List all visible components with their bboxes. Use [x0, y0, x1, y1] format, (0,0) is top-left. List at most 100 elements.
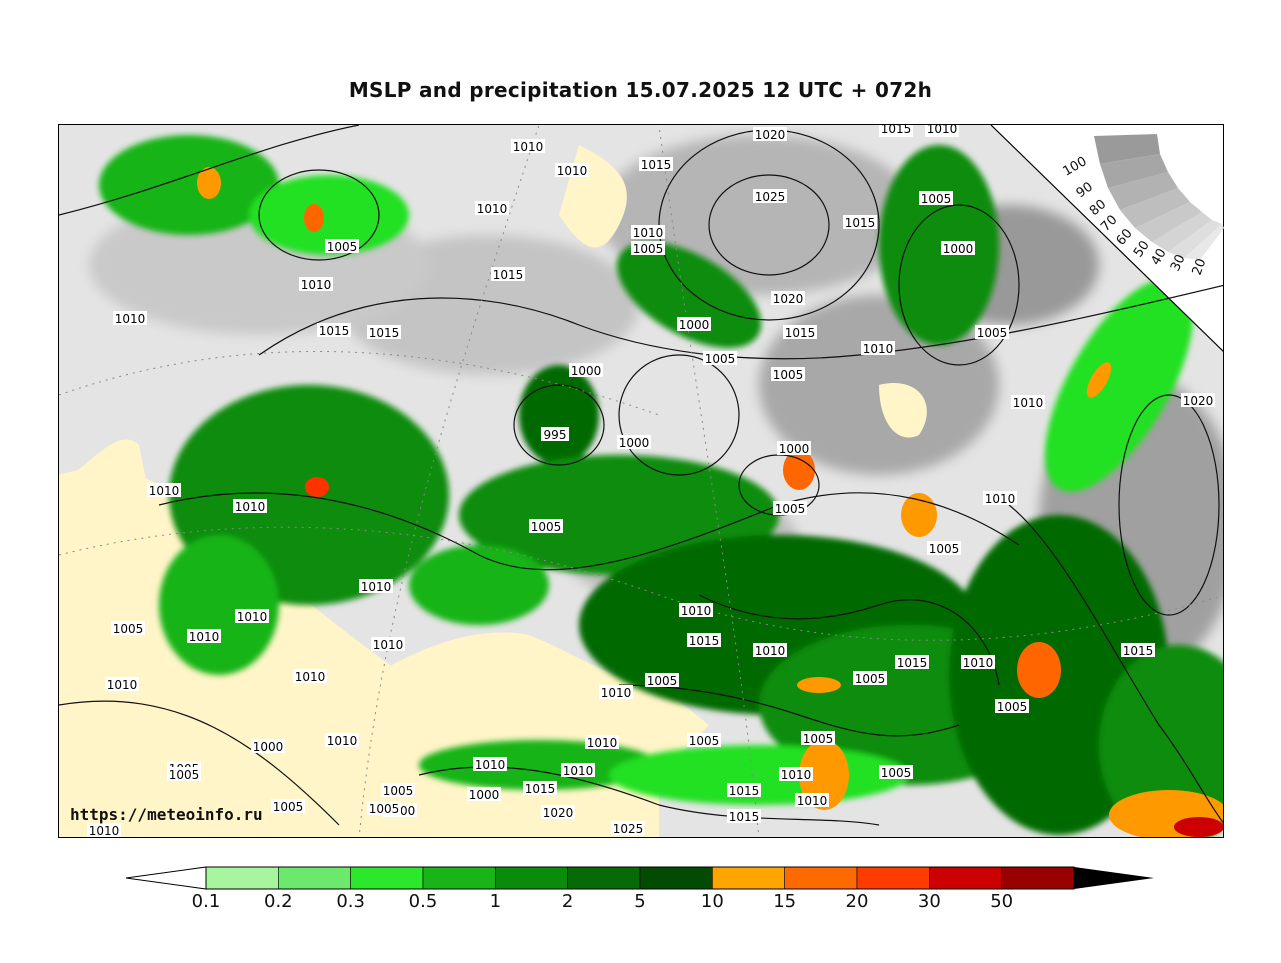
- svg-text:1005: 1005: [327, 240, 358, 254]
- colorbar-cell: [1001, 866, 1075, 890]
- svg-text:1005: 1005: [803, 732, 834, 746]
- humidity-scale: 100 90 80 70 60 50 40 30 20: [1061, 134, 1224, 277]
- isobar-label: 1010: [511, 139, 545, 154]
- isobar-label: 1010: [475, 201, 509, 216]
- svg-text:1015: 1015: [319, 324, 350, 338]
- isobar-label: 1005: [995, 699, 1029, 714]
- isobar-label: 1015: [843, 215, 877, 230]
- isobar-label: 1015: [317, 323, 351, 338]
- humidity-label: 30: [1168, 252, 1189, 273]
- svg-text:1015: 1015: [369, 326, 400, 340]
- isobar-label: 1005: [631, 241, 665, 256]
- svg-text:1000: 1000: [469, 788, 500, 802]
- svg-text:1005: 1005: [383, 784, 414, 798]
- isobar-label: 1000: [569, 363, 603, 378]
- isobar-label: 1015: [727, 809, 761, 824]
- svg-text:1015: 1015: [689, 634, 720, 648]
- svg-text:1010: 1010: [361, 580, 392, 594]
- humidity-scale-bands: [1094, 134, 1224, 260]
- svg-text:1010: 1010: [601, 686, 632, 700]
- isobar-label: 1010: [1011, 395, 1045, 410]
- map-title: MSLP and precipitation 15.07.2025 12 UTC…: [348, 78, 933, 102]
- svg-text:1000: 1000: [571, 364, 602, 378]
- svg-text:1015: 1015: [729, 784, 760, 798]
- colorbar-cell: [205, 866, 279, 890]
- humidity-label: 90: [1074, 179, 1096, 201]
- svg-text:1010: 1010: [781, 768, 812, 782]
- colorbar-cell: [639, 866, 713, 890]
- isobar-label: 1010: [113, 311, 147, 326]
- isobar-label: 1010: [585, 735, 619, 750]
- isobar-label: 1000: [777, 441, 811, 456]
- svg-text:1005: 1005: [113, 622, 144, 636]
- svg-text:1005: 1005: [855, 672, 886, 686]
- colorbar-tick-label: 0.2: [264, 891, 293, 912]
- svg-text:1010: 1010: [681, 604, 712, 618]
- isobar-labels: 1010 1010 1015 1020 1015 1010 1010 1005 …: [87, 125, 1215, 838]
- svg-text:1010: 1010: [295, 670, 326, 684]
- svg-text:1010: 1010: [89, 824, 120, 838]
- isobar-label: 1005: [529, 519, 563, 534]
- colorbar-cell: [712, 866, 785, 890]
- isobar-label: 1010: [561, 763, 595, 778]
- svg-text:1010: 1010: [797, 794, 828, 808]
- colorbar-tick-label: 5: [634, 891, 646, 912]
- svg-text:1010: 1010: [237, 610, 268, 624]
- colorbar-cell: [278, 866, 351, 890]
- svg-text:1010: 1010: [477, 202, 508, 216]
- svg-text:1020: 1020: [1183, 394, 1214, 408]
- isobar-label: 1010: [359, 579, 393, 594]
- svg-text:1005: 1005: [881, 766, 912, 780]
- svg-text:1010: 1010: [927, 125, 958, 136]
- colorbar-cell: [422, 866, 496, 890]
- svg-text:1010: 1010: [189, 630, 220, 644]
- colorbar-min-arrow: [126, 866, 207, 890]
- svg-text:1015: 1015: [897, 656, 928, 670]
- svg-text:1010: 1010: [149, 484, 180, 498]
- isobar-label: 1000: [677, 317, 711, 332]
- isobar-label: 1005: [687, 733, 721, 748]
- svg-text:1000: 1000: [619, 436, 650, 450]
- svg-text:1010: 1010: [587, 736, 618, 750]
- isobar-label: 1005: [325, 239, 359, 254]
- svg-text:1020: 1020: [773, 292, 804, 306]
- isobar-label: 1010: [187, 629, 221, 644]
- isobar-label: 1000: [467, 787, 501, 802]
- svg-text:1025: 1025: [613, 822, 644, 836]
- isobar-label: 1010: [555, 163, 589, 178]
- svg-text:1005: 1005: [705, 352, 736, 366]
- isobar-label: 1010: [235, 609, 269, 624]
- colorbar-tick-label: 20: [845, 891, 869, 912]
- svg-text:1010: 1010: [755, 644, 786, 658]
- isobar-label: 1015: [491, 267, 525, 282]
- humidity-scale-labels: 100 90 80 70 60 50 40 30 20: [1061, 154, 1210, 277]
- svg-text:1005: 1005: [775, 502, 806, 516]
- isobar-label: 1005: [919, 191, 953, 206]
- isobar-label: 1020: [1181, 393, 1215, 408]
- isobar-label: 1005: [645, 673, 679, 688]
- svg-text:1010: 1010: [513, 140, 544, 154]
- svg-text:1010: 1010: [563, 764, 594, 778]
- svg-text:1005: 1005: [273, 800, 304, 814]
- svg-text:1005: 1005: [647, 674, 678, 688]
- isobar-label: 1020: [541, 805, 575, 820]
- isobar-label: 1015: [523, 781, 557, 796]
- svg-text:1010: 1010: [107, 678, 138, 692]
- isobar-label: 1005: [367, 801, 401, 816]
- colorbar-cells: [205, 866, 1075, 890]
- colorbar-cell: [784, 866, 858, 890]
- svg-text:1005: 1005: [997, 700, 1028, 714]
- isobar-label: 1010: [961, 655, 995, 670]
- isobar-label: 1005: [801, 731, 835, 746]
- isobar-label: 1010: [105, 677, 139, 692]
- isobar-label: 1010: [233, 499, 267, 514]
- svg-text:1010: 1010: [373, 638, 404, 652]
- isobar-label: 1005: [879, 765, 913, 780]
- svg-text:1010: 1010: [115, 312, 146, 326]
- isobar-label: 1015: [687, 633, 721, 648]
- svg-text:1015: 1015: [1123, 644, 1154, 658]
- isobar-label: 1020: [753, 127, 787, 142]
- isobar-label: 1010: [861, 341, 895, 356]
- svg-text:995: 995: [544, 428, 567, 442]
- colorbar-tick-label: 15: [773, 891, 797, 912]
